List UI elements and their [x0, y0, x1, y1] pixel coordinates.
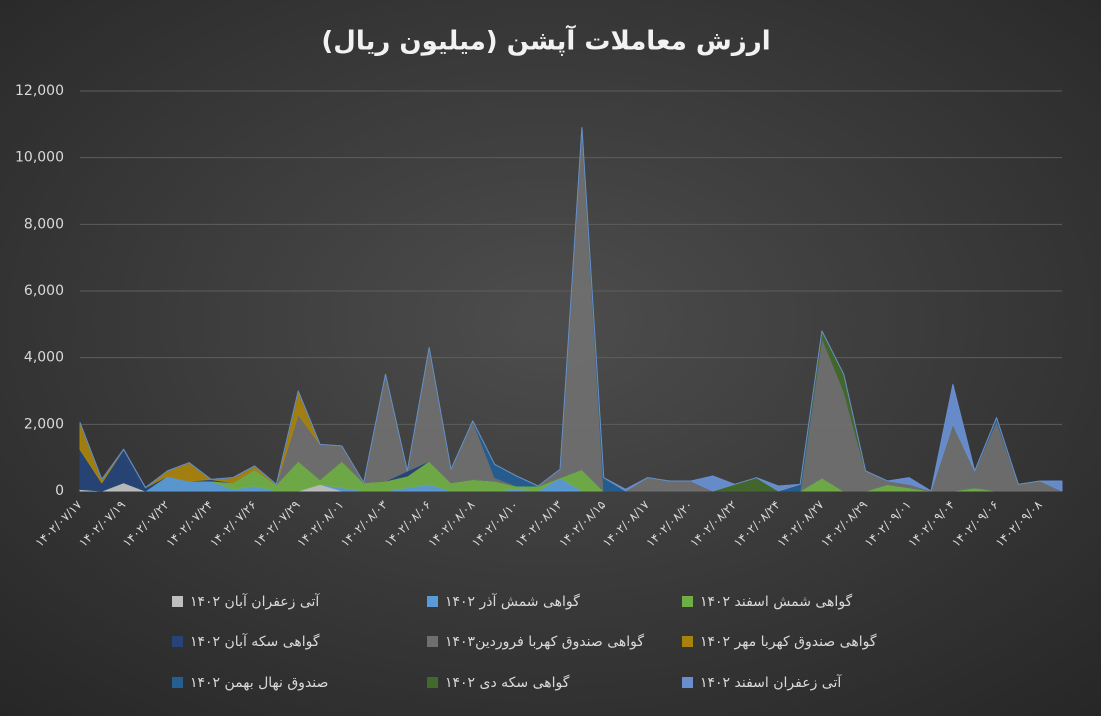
y-tick-label: 0 — [55, 483, 64, 499]
legend-label: گواهی صندوق کهربا مهر ۱۴۰۲ — [700, 633, 877, 650]
y-tick-label: 10,000 — [15, 150, 64, 166]
legend-label: گواهی شمش آذر ۱۴۰۲ — [445, 593, 580, 610]
legend-label: آتی زعفران اسفند ۱۴۰۲ — [700, 674, 842, 691]
legend-swatch — [427, 636, 438, 647]
y-tick-label: 6,000 — [24, 283, 64, 299]
legend-swatch — [682, 636, 693, 647]
legend-swatch — [172, 596, 183, 607]
legend-swatch — [427, 677, 438, 688]
legend-label: گواهی صندوق کهربا فروردین۱۴۰۳ — [445, 633, 644, 650]
legend-swatch — [682, 677, 693, 688]
legend-swatch — [172, 677, 183, 688]
chart-title: ارزش معاملات آپشن (میلیون ریال) — [321, 25, 770, 57]
y-tick-label: 4,000 — [24, 350, 64, 366]
legend-swatch — [172, 636, 183, 647]
legend-label: گواهی سکه آبان ۱۴۰۲ — [190, 633, 320, 650]
legend-swatch — [427, 596, 438, 607]
legend-label: گواهی سکه دی ۱۴۰۲ — [445, 674, 570, 691]
legend-label: آتی زعفران آبان ۱۴۰۲ — [190, 593, 320, 610]
legend-label: صندوق نهال بهمن ۱۴۰۲ — [190, 675, 328, 691]
legend-label: گواهی شمش اسفند ۱۴۰۲ — [700, 593, 853, 610]
area — [79, 127, 1063, 492]
y-tick-label: 2,000 — [24, 416, 64, 432]
y-tick-label: 12,000 — [15, 83, 64, 99]
legend-swatch — [682, 596, 693, 607]
areas — [79, 127, 1063, 492]
y-tick-label: 8,000 — [24, 216, 64, 232]
legend: آتی زعفران آبان ۱۴۰۲ گواهی شمش آذر ۱۴۰۲ گو… — [172, 593, 877, 691]
